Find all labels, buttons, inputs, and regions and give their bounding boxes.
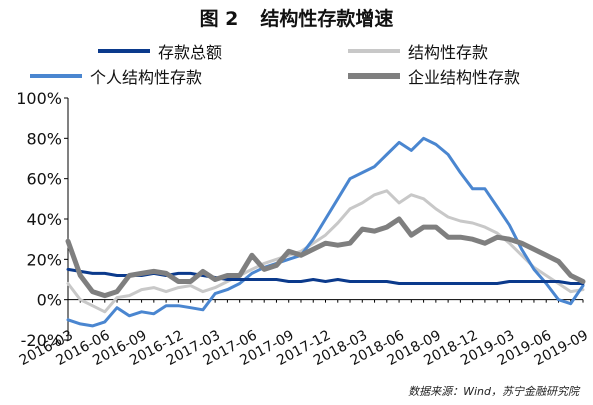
legend-item-structured-deposits: 结构性存款	[348, 41, 489, 62]
legend-swatch	[30, 74, 82, 78]
source-note: 数据来源：Wind，苏宁金融研究院	[408, 385, 579, 398]
line-chart: 100%80%60%40%20%0%-20%2016-032016-062016…	[16, 89, 591, 369]
figure-title: 结构性存款增速	[260, 8, 394, 30]
legend-swatch	[98, 49, 150, 53]
series-line-2	[66, 136, 585, 328]
y-tick-label: -20%	[21, 331, 62, 350]
series-line-1	[66, 189, 585, 314]
y-tick-label: 60%	[26, 170, 62, 189]
legend-item-corporate-structured: 企业结构性存款	[348, 66, 521, 87]
legend-swatch	[348, 73, 400, 79]
legend-item-total-deposits: 存款总额	[98, 41, 223, 62]
y-tick-label: 0%	[37, 291, 62, 310]
legend-item-personal-structured: 个人结构性存款	[30, 66, 203, 87]
y-tick-label: 40%	[26, 210, 62, 229]
y-tick-label: 80%	[26, 129, 62, 148]
figure-number: 图 2	[199, 8, 239, 30]
legend-label: 个人结构性存款	[90, 68, 203, 87]
chart-title: 图 2 结构性存款增速	[0, 4, 593, 31]
legend-swatch	[348, 49, 400, 53]
legend-label: 企业结构性存款	[408, 68, 521, 87]
y-tick-label: 20%	[26, 250, 62, 269]
legend-label: 存款总额	[158, 43, 223, 62]
legend-label: 结构性存款	[408, 43, 489, 62]
series-line-3	[65, 216, 586, 299]
y-tick-label: 100%	[16, 89, 62, 108]
